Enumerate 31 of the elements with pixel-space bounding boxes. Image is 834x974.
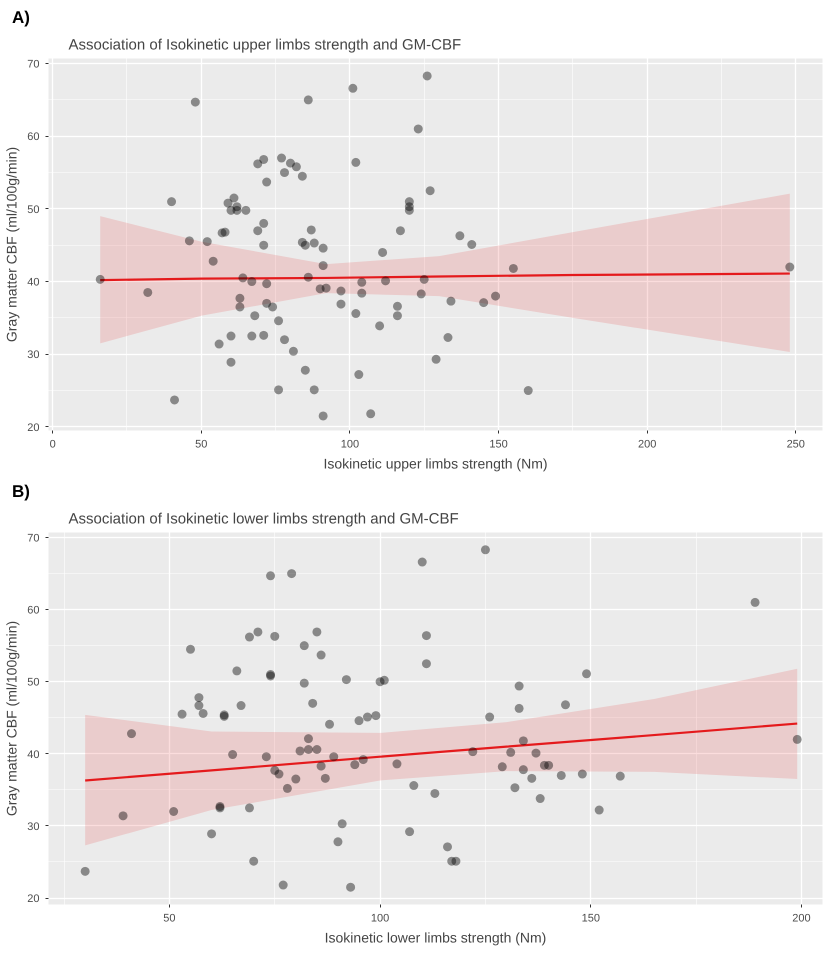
x-tick-label: 50 — [195, 438, 208, 450]
y-axis-title: Gray matter CBF (ml/100g/min) — [3, 620, 20, 816]
x-tick-label: 100 — [340, 438, 360, 450]
y-tick-label: 30 — [27, 349, 40, 362]
y-tick-label: 60 — [27, 604, 40, 617]
text: A) — [12, 7, 30, 29]
y-tick-label: 20 — [27, 893, 40, 906]
x-tick-label: 200 — [792, 912, 811, 924]
y-tick-label: 50 — [27, 676, 40, 689]
x-tick-label: 150 — [489, 438, 508, 450]
x-tick-label: 150 — [582, 912, 600, 924]
y-tick-label: 30 — [27, 820, 40, 833]
x-axis-title: Isokinetic upper limbs strength (Nm) — [323, 456, 548, 472]
y-tick-label: 40 — [27, 276, 40, 289]
y-tick-label: 50 — [27, 204, 40, 216]
y-tick-label: 70 — [27, 532, 40, 545]
x-tick-label: 200 — [638, 438, 656, 450]
x-tick-label: 100 — [370, 912, 390, 924]
x-tick-label: 250 — [786, 438, 805, 450]
chart-title: Association of Isokinetic lower limbs strength and GM-CBF — [68, 510, 459, 528]
y-tick-label: 40 — [27, 748, 40, 761]
chart-title: Association of Isokinetic upper limbs strength and GM-CBF — [68, 36, 462, 54]
x-tick-label: 0 — [50, 438, 56, 450]
x-axis-title: Isokinetic lower limbs strength (Nm) — [324, 930, 546, 946]
x-tick-label: 50 — [163, 912, 176, 924]
line-series — [84, 722, 798, 782]
text: B) — [12, 481, 30, 503]
y-axis-title: Gray matter CBF (ml/100g/min) — [3, 146, 20, 342]
y-tick-label: 70 — [27, 58, 40, 71]
y-tick-label: 60 — [27, 131, 40, 144]
y-tick-label: 20 — [27, 422, 40, 434]
